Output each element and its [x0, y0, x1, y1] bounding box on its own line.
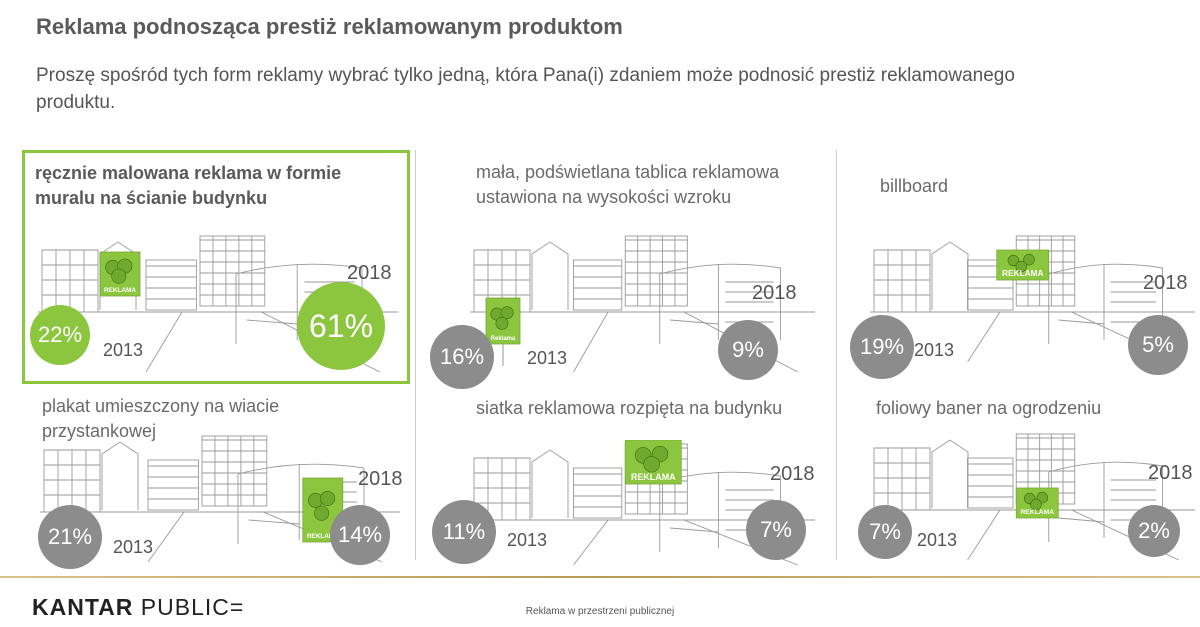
- ad-sign-label: Reklama: [491, 336, 516, 342]
- year-label-2018: 2018: [752, 282, 797, 304]
- green-ad-sign: REKLAMA: [996, 249, 1050, 281]
- answer-panel-small-lit-board: mała, podświetlana tablica reklamowa ust…: [420, 150, 830, 384]
- kantar-public-logo: KANTAR PUBLIC=: [32, 594, 245, 620]
- value-bubble-2013: 16%: [430, 325, 494, 389]
- value-bubble-2013: 19%: [850, 315, 914, 379]
- year-label-2013: 2013: [917, 530, 958, 550]
- answer-label: siatka reklamowa rozpięta na budynku: [476, 398, 783, 418]
- green-ad-sign: REKLAMA: [99, 251, 141, 297]
- answer-label: ręcznie malowana reklama w formie muralu…: [35, 163, 342, 208]
- street-scene-sketch: Reklama: [470, 235, 815, 372]
- street-scene-sketch: REKLAMA: [870, 235, 1195, 362]
- answer-panel-fence-banner: foliowy baner na ogrodzeniu: [840, 392, 1200, 572]
- year-label-2013: 2013: [507, 530, 548, 550]
- answer-panel-building-mesh: siatka reklamowa rozpięta na budynku: [420, 392, 830, 572]
- street-scene-sketch: REKLAMA: [870, 433, 1195, 560]
- year-label-2018: 2018: [358, 468, 403, 490]
- year-label-2018: 2018: [1143, 272, 1188, 294]
- year-label-2018: 2018: [770, 463, 815, 485]
- year-label-2013: 2013: [527, 348, 568, 368]
- value-bubble-2013: 11%: [432, 500, 496, 564]
- value-bubble-2013: 21%: [38, 505, 102, 569]
- green-ad-sign: REKLAMA: [1015, 487, 1059, 519]
- green-ad-sign: Reklama: [485, 297, 521, 345]
- year-label-2018: 2018: [1148, 462, 1193, 484]
- ad-sign-label: REKLAMA: [631, 472, 676, 482]
- ad-sign-label: REKLAMA: [1020, 509, 1054, 516]
- year-label-2013: 2013: [113, 537, 154, 557]
- footer-rule: [0, 576, 1200, 578]
- year-label-2018: 2018: [347, 262, 392, 284]
- answer-label: plakat umieszczony na wiacie przystankow…: [42, 396, 280, 441]
- ad-sign-label: REKLAMA: [104, 287, 136, 294]
- grid-divider-vertical-2: [836, 150, 837, 560]
- answer-panel-mural: ręcznie malowana reklama w formie muralu…: [22, 150, 410, 384]
- ad-sign-label: REKLAMA: [1002, 268, 1044, 278]
- answer-panel-billboard: billboard: [840, 150, 1200, 384]
- value-bubble-2018: 14%: [330, 505, 390, 565]
- answer-label: foliowy baner na ogrodzeniu: [876, 398, 1102, 418]
- question-text: Proszę spośród tych form reklamy wybrać …: [36, 65, 1015, 113]
- street-scene-sketch: REKLAMA: [40, 435, 400, 562]
- value-bubble-2018: 9%: [718, 320, 778, 380]
- value-bubble-2018: 61%: [297, 282, 385, 370]
- year-label-2013: 2013: [103, 340, 144, 360]
- grid-divider-vertical-1: [415, 150, 416, 560]
- footer-caption: Reklama w przestrzeni publicznej: [525, 606, 675, 617]
- ad-sign-label: REKLAMA: [307, 533, 339, 540]
- value-bubble-2018: 7%: [746, 500, 806, 560]
- answer-panel-bus-shelter-poster: plakat umieszczony na wiacie przystankow…: [22, 392, 412, 572]
- answer-label: mała, podświetlana tablica reklamowa ust…: [476, 162, 780, 207]
- page-title: Reklama podnosząca prestiż reklamowanym …: [36, 14, 623, 39]
- value-bubble-2018: 5%: [1128, 315, 1188, 375]
- answer-label: billboard: [880, 176, 949, 196]
- value-bubble-2013: 22%: [30, 305, 90, 365]
- green-ad-sign: REKLAMA: [624, 440, 682, 485]
- year-label-2013: 2013: [914, 340, 955, 360]
- value-bubble-2013: 7%: [858, 505, 912, 559]
- value-bubble-2018: 2%: [1128, 505, 1180, 557]
